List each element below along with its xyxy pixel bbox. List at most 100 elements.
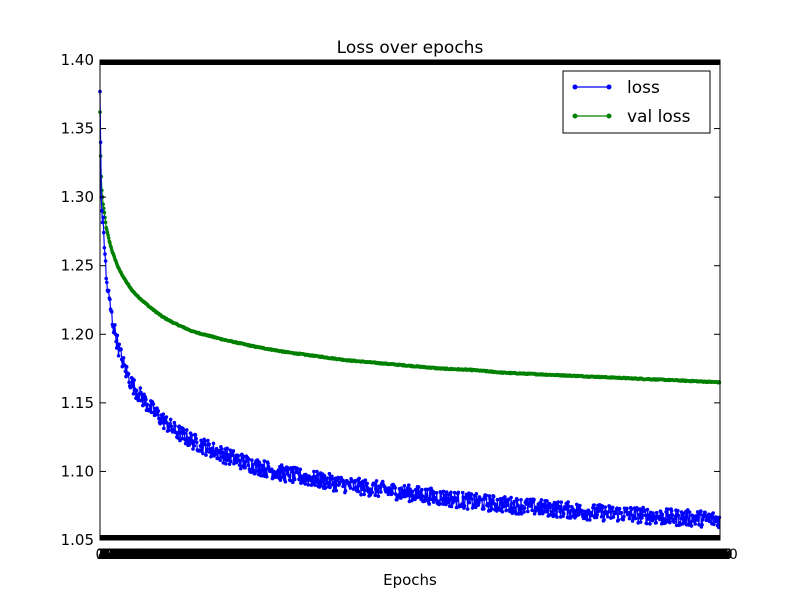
data-point-val-loss [104,221,108,225]
data-point-loss [207,442,211,446]
data-point-loss [290,470,294,474]
data-point-loss [552,508,556,512]
data-point-loss [206,439,210,443]
data-point-loss [103,252,107,256]
data-point-loss [103,246,107,250]
data-point-loss [205,447,209,451]
data-point-loss [548,502,552,506]
data-point-loss [266,462,270,466]
data-point-loss [148,407,152,411]
data-point-loss [362,493,366,497]
data-point-loss [250,458,254,462]
data-point-loss [110,310,114,314]
data-point-loss [475,492,479,496]
data-point-loss [325,476,329,480]
data-point-loss [204,443,208,447]
data-point-val-loss [107,236,111,240]
data-point-loss [108,298,112,302]
data-point-loss [595,513,599,517]
data-point-loss [113,323,117,327]
data-point-loss [369,487,373,491]
data-point-loss [105,281,109,285]
data-point-loss [522,510,526,514]
data-point-loss [463,504,467,508]
data-point-loss [523,506,527,510]
data-point-loss [411,490,415,494]
data-point-loss [512,500,516,504]
data-point-loss [407,483,411,487]
data-point-loss [461,491,465,495]
data-point-loss [102,231,106,235]
data-point-loss [228,448,232,452]
data-point-loss [453,491,457,495]
data-point-loss [125,365,129,369]
data-point-loss [264,467,268,471]
data-point-loss [711,511,715,515]
data-point-loss [677,514,681,518]
data-point-loss [592,503,596,507]
data-point-loss [620,511,624,515]
data-point-loss [693,522,697,526]
data-point-loss [139,386,143,390]
data-point-loss [144,398,148,402]
data-point-loss [303,482,307,486]
data-point-loss [101,221,105,225]
data-point-loss [104,277,108,281]
data-point-loss [349,486,353,490]
data-point-loss [490,507,494,511]
data-point-loss [127,381,131,385]
data-point-loss [364,478,368,482]
data-point-loss [243,466,247,470]
data-point-loss [484,494,488,498]
data-point-loss [229,460,233,464]
data-point-loss [326,481,330,485]
data-point-loss [122,356,126,360]
data-point-loss [457,491,461,495]
data-point-loss [611,506,615,510]
data-point-loss [509,496,513,500]
data-point-loss [370,491,374,495]
data-point-loss [212,442,216,446]
data-point-loss [165,415,169,419]
data-point-loss [484,497,488,501]
data-point-loss [324,486,328,490]
data-point-loss [277,468,281,472]
data-point-loss [307,483,311,487]
data-point-loss [359,493,363,497]
data-point-loss [513,506,517,510]
data-point-loss [100,209,104,213]
data-point-loss [127,372,131,376]
data-point-loss [232,449,236,453]
data-point-loss [718,516,722,520]
data-point-loss [293,478,297,482]
data-point-loss [201,452,205,456]
data-point-loss [366,486,370,490]
data-point-loss [119,348,123,352]
data-point-loss [220,447,224,451]
data-point-loss [634,517,638,521]
data-point-loss [442,498,446,502]
data-point-loss [447,499,451,503]
data-point-loss [599,509,603,513]
data-point-loss [625,507,629,511]
data-point-loss [427,502,431,506]
data-point-loss [173,424,177,428]
data-point-loss [117,354,121,358]
data-point-loss [265,475,269,479]
data-point-loss [391,491,395,495]
data-point-loss [612,515,616,519]
data-point-loss [525,498,529,502]
data-point-loss [661,513,665,517]
data-point-loss [438,501,442,505]
data-point-loss [539,509,543,513]
data-point-loss [676,509,680,513]
data-point-loss [689,520,693,524]
data-point-loss [247,457,251,461]
data-point-loss [378,486,382,490]
data-point-loss [204,453,208,457]
data-point-loss [556,500,560,504]
data-point-loss [298,478,302,482]
data-point-loss [604,505,608,509]
data-point-loss [145,403,149,407]
